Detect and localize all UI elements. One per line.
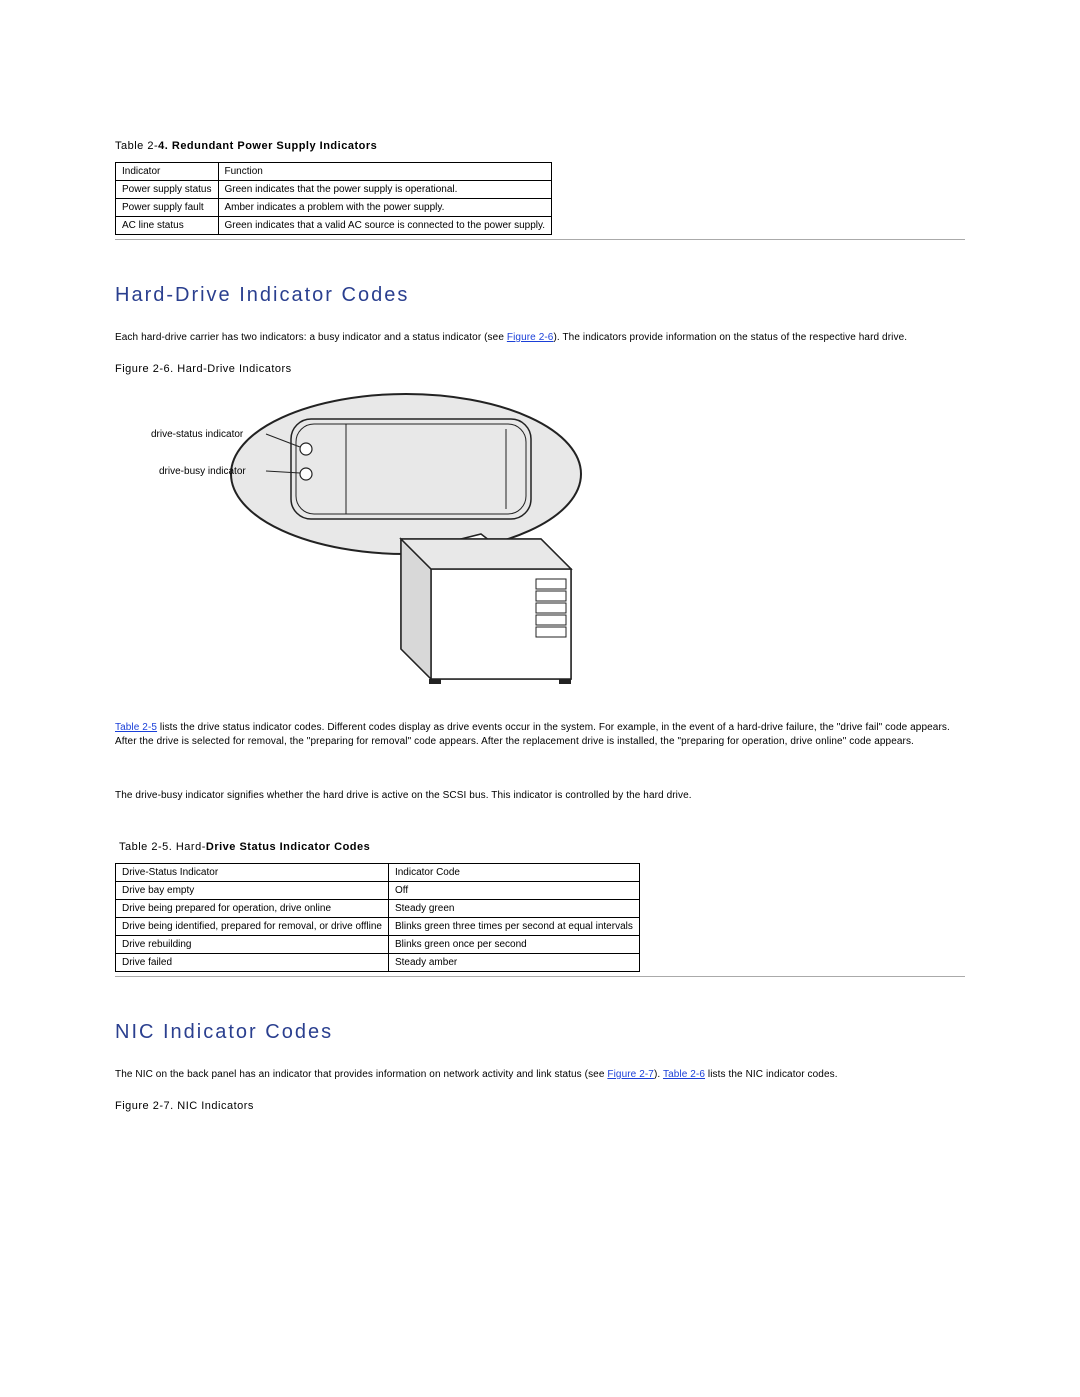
nic-intro: The NIC on the back panel has an indicat… xyxy=(115,1068,965,1082)
table-cell: Green indicates that a valid AC source i… xyxy=(218,217,552,235)
label-drive-busy: drive-busy indicator xyxy=(159,466,246,477)
table-row: Indicator Function xyxy=(116,163,552,181)
table-2-6-link[interactable]: Table 2-6 xyxy=(663,1069,705,1080)
text-run: The NIC on the back panel has an indicat… xyxy=(115,1069,607,1080)
hard-drive-para-2: Table 2-5 lists the drive status indicat… xyxy=(115,721,965,749)
table-row: Power supply status Green indicates that… xyxy=(116,181,552,199)
table-cell: Blinks green three times per second at e… xyxy=(388,918,639,936)
hard-drive-indicator-illustration: drive-status indicator drive-busy indica… xyxy=(111,379,666,689)
table-2-5-caption: Table 2-5. Hard-Drive Status Indicator C… xyxy=(119,841,965,853)
table-2-4-caption: Table 2-4. Redundant Power Supply Indica… xyxy=(115,140,965,152)
table-cell: Green indicates that the power supply is… xyxy=(218,181,552,199)
caption-bold: Drive Status Indicator Codes xyxy=(206,841,370,853)
tower-chassis xyxy=(401,539,571,684)
figure-2-6-caption: Figure 2-6. Hard-Drive Indicators xyxy=(115,363,965,375)
hard-drive-heading: Hard-Drive Indicator Codes xyxy=(115,284,965,307)
text-run: lists the NIC indicator codes. xyxy=(705,1069,838,1080)
caption-bold: 4. Redundant Power Supply Indicators xyxy=(158,140,377,152)
table-2-5-link[interactable]: Table 2-5 xyxy=(115,722,157,733)
table-row: Drive-Status Indicator Indicator Code xyxy=(116,864,640,882)
label-drive-status: drive-status indicator xyxy=(151,429,244,440)
table-header-cell: Function xyxy=(218,163,552,181)
figure-2-6-link[interactable]: Figure 2-6 xyxy=(507,332,554,343)
caption-prefix: Table 2- xyxy=(115,140,158,152)
table-row: Power supply fault Amber indicates a pro… xyxy=(116,199,552,217)
text-run: Each hard-drive carrier has two indicato… xyxy=(115,332,507,343)
table-row: AC line status Green indicates that a va… xyxy=(116,217,552,235)
text-run: lists the drive status indicator codes. … xyxy=(115,722,950,747)
section-divider xyxy=(115,976,965,977)
table-cell: Drive bay empty xyxy=(116,882,389,900)
table-cell: Blinks green once per second xyxy=(388,936,639,954)
table-cell: Amber indicates a problem with the power… xyxy=(218,199,552,217)
table-row: Drive being identified, prepared for rem… xyxy=(116,918,640,936)
hard-drive-intro: Each hard-drive carrier has two indicato… xyxy=(115,331,965,345)
table-row: Drive bay empty Off xyxy=(116,882,640,900)
table-cell: Drive rebuilding xyxy=(116,936,389,954)
text-run: ). The indicators provide information on… xyxy=(553,332,907,343)
figure-2-7-caption: Figure 2-7. NIC Indicators xyxy=(115,1100,965,1112)
table-cell: Drive being identified, prepared for rem… xyxy=(116,918,389,936)
table-cell: AC line status xyxy=(116,217,219,235)
table-cell: Steady amber xyxy=(388,954,639,972)
caption-prefix: Table 2-5. Hard- xyxy=(119,841,206,853)
table-header-cell: Indicator xyxy=(116,163,219,181)
figure-2-7-link[interactable]: Figure 2-7 xyxy=(607,1069,654,1080)
hard-drive-para-3: The drive-busy indicator signifies wheth… xyxy=(115,789,965,803)
document-page: Table 2-4. Redundant Power Supply Indica… xyxy=(0,0,1080,1176)
figure-2-6: drive-status indicator drive-busy indica… xyxy=(111,379,666,689)
table-row: Drive failed Steady amber xyxy=(116,954,640,972)
table-header-cell: Drive-Status Indicator xyxy=(116,864,389,882)
table-cell: Off xyxy=(388,882,639,900)
table-2-4: Indicator Function Power supply status G… xyxy=(115,162,552,235)
table-cell: Steady green xyxy=(388,900,639,918)
text-run: ). xyxy=(654,1069,663,1080)
table-cell: Drive failed xyxy=(116,954,389,972)
nic-heading: NIC Indicator Codes xyxy=(115,1021,965,1044)
table-cell: Power supply fault xyxy=(116,199,219,217)
table-2-5: Drive-Status Indicator Indicator Code Dr… xyxy=(115,863,640,972)
table-row: Drive rebuilding Blinks green once per s… xyxy=(116,936,640,954)
table-row: Drive being prepared for operation, driv… xyxy=(116,900,640,918)
section-divider xyxy=(115,239,965,240)
table-cell: Power supply status xyxy=(116,181,219,199)
table-cell: Drive being prepared for operation, driv… xyxy=(116,900,389,918)
table-header-cell: Indicator Code xyxy=(388,864,639,882)
